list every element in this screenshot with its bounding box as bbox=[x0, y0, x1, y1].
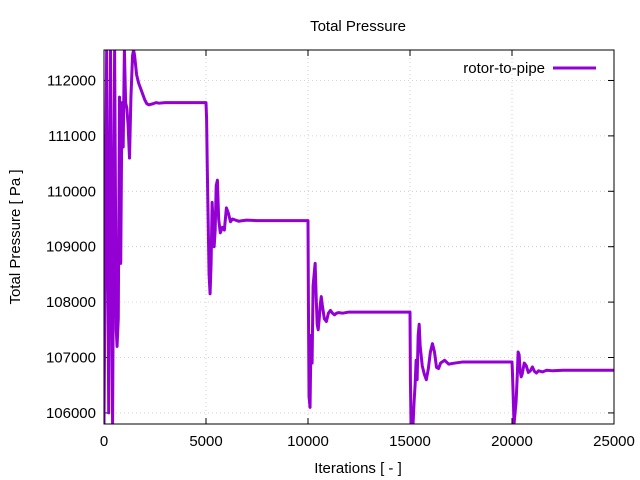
x-tick-label: 15000 bbox=[389, 433, 431, 450]
x-tick-label: 5000 bbox=[189, 433, 222, 450]
y-tick-label: 110000 bbox=[47, 183, 96, 200]
x-tick-label: 0 bbox=[100, 433, 108, 450]
grid-lines bbox=[104, 50, 614, 424]
y-tick-label: 112000 bbox=[47, 72, 96, 89]
series-layer bbox=[104, 50, 614, 424]
chart-title: Total Pressure bbox=[310, 18, 406, 35]
y-tick-label: 107000 bbox=[46, 350, 96, 367]
series-line-rotor-to-pipe bbox=[104, 50, 614, 424]
legend-label-rotor-to-pipe: rotor-to-pipe bbox=[463, 60, 545, 77]
y-tick-label: 111000 bbox=[48, 128, 96, 145]
x-axis-title: Iterations [ - ] bbox=[314, 460, 402, 477]
y-tick-label: 108000 bbox=[46, 294, 96, 311]
plot-area-frame bbox=[103, 49, 615, 425]
y-tick-label: 106000 bbox=[46, 405, 96, 422]
y-tick-label: 109000 bbox=[46, 239, 96, 256]
legend: rotor-to-pipe bbox=[463, 60, 596, 77]
tick-labels: 0 5000 10000 15000 20000 25000 106000 107000 108… bbox=[46, 72, 635, 450]
x-tick-label: 10000 bbox=[287, 433, 329, 450]
y-axis-title: Total Pressure [ Pa ] bbox=[7, 169, 24, 304]
x-tick-label: 20000 bbox=[491, 433, 533, 450]
x-tick-label: 25000 bbox=[593, 433, 635, 450]
